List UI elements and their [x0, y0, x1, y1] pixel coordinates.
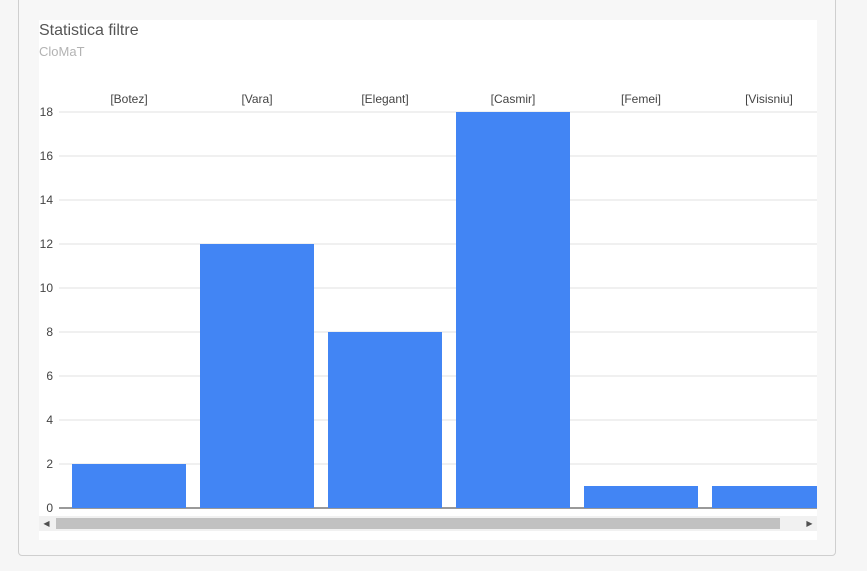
y-tick-label: 8: [46, 325, 53, 339]
bars: [72, 112, 817, 508]
category-label: [Femei]: [621, 92, 661, 106]
category-label: [Vara]: [241, 92, 272, 106]
y-tick-label: 18: [40, 105, 54, 119]
y-tick-label: 6: [46, 369, 53, 383]
chart-subtitle: CloMaT: [39, 44, 85, 59]
y-axis-ticks: 0 2 4 6 8 10 12 14 16 18: [40, 105, 54, 515]
scroll-right-arrow-icon[interactable]: ▶: [806, 519, 813, 528]
y-tick-label: 4: [46, 413, 53, 427]
y-tick-label: 16: [40, 149, 54, 163]
chart-area: Statistica filtre CloMaT [Botez] [Vara] [E…: [39, 20, 817, 540]
bar[interactable]: [456, 112, 570, 508]
bar[interactable]: [200, 244, 314, 508]
y-tick-label: 0: [46, 501, 53, 515]
chart-title: Statistica filtre: [39, 22, 139, 39]
y-tick-label: 10: [40, 281, 54, 295]
category-label: [Botez]: [110, 92, 147, 106]
bar[interactable]: [72, 464, 186, 508]
category-label: [Elegant]: [361, 92, 408, 106]
chart-card: Statistica filtre CloMaT [Botez] [Vara] [E…: [18, 0, 836, 556]
y-tick-label: 2: [46, 457, 53, 471]
y-tick-label: 14: [40, 193, 54, 207]
scroll-left-arrow-icon[interactable]: ◀: [43, 519, 50, 528]
category-labels: [Botez] [Vara] [Elegant] [Casmir] [Femei] [Vi…: [110, 92, 793, 106]
scrollbar-thumb[interactable]: [56, 518, 780, 529]
bar[interactable]: [584, 486, 698, 508]
bar-chart: [Botez] [Vara] [Elegant] [Casmir] [Femei] [Vi…: [40, 92, 817, 515]
bar[interactable]: [328, 332, 442, 508]
bar[interactable]: [712, 486, 817, 508]
category-label: [Casmir]: [491, 92, 536, 106]
category-label: [Visisniu]: [745, 92, 793, 106]
y-tick-label: 12: [40, 237, 54, 251]
horizontal-scrollbar[interactable]: ◀ ▶: [39, 516, 817, 531]
